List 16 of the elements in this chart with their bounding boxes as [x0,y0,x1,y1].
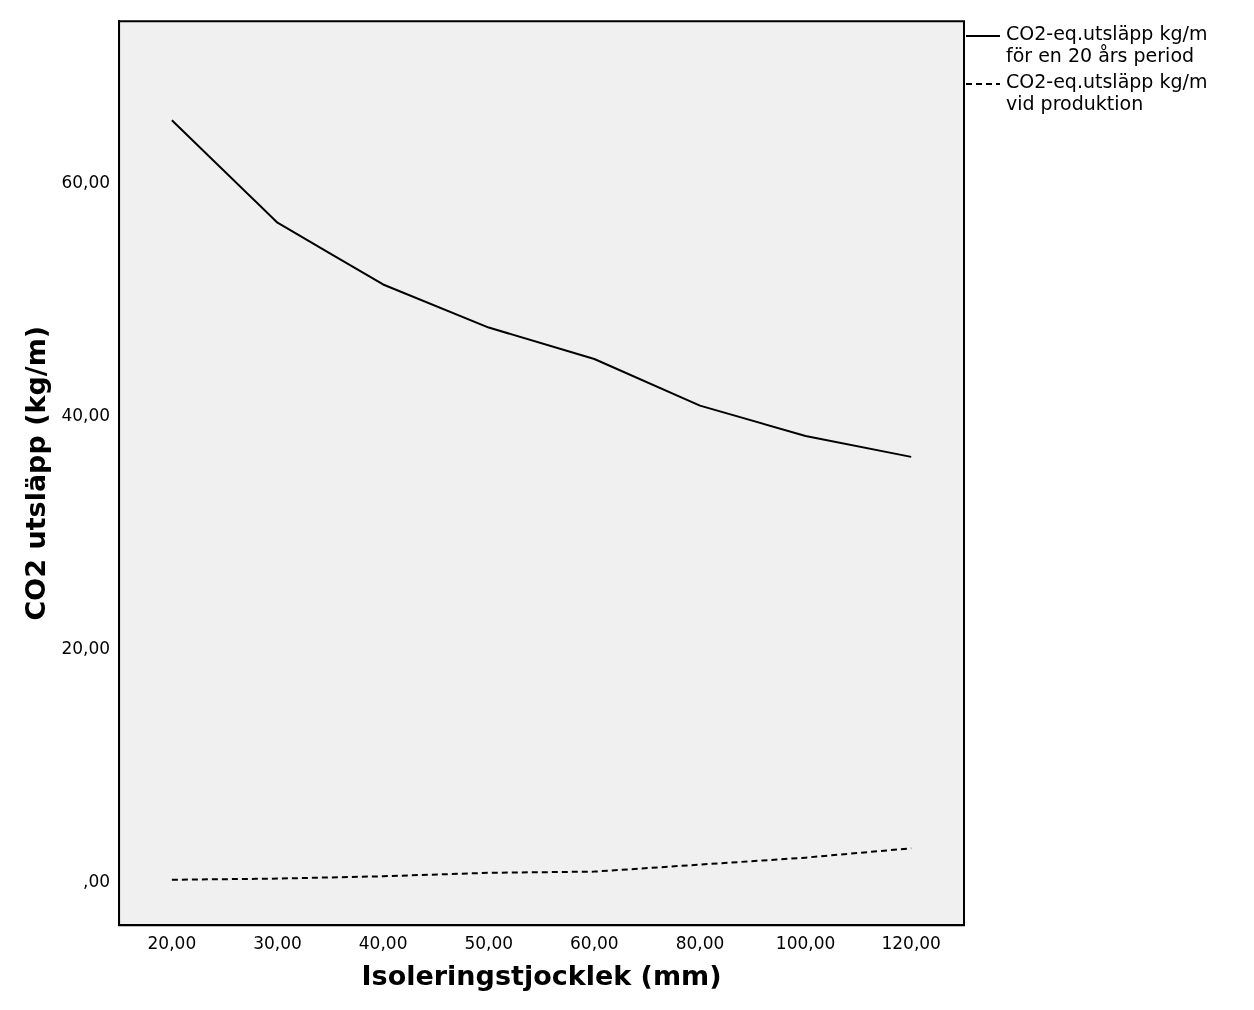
y-tick-label: 60,00 [61,171,111,192]
legend-label: CO2-eq.utsläpp kg/m för en 20 års period [1006,22,1209,66]
x-axis-title: Isoleringstjocklek (mm) [361,959,722,991]
x-tick-label: 40,00 [358,932,408,953]
y-axis-title: CO2 utsläpp (kg/m) [20,325,52,621]
x-tick-label: 50,00 [464,932,514,953]
y-tick-label: ,00 [83,870,111,891]
x-tick-label: 100,00 [775,932,836,953]
x-tick-label: 30,00 [253,932,302,953]
x-tick-label: 80,00 [675,932,725,953]
y-tick-label: 20,00 [61,637,111,658]
legend-label: CO2-eq.utsläpp kg/m vid produktion [1006,70,1209,114]
x-tick-label: 20,00 [147,932,197,953]
y-tick-label: 40,00 [61,404,111,425]
x-tick-label: 120,00 [881,932,941,953]
x-tick-label: 60,00 [570,932,619,953]
